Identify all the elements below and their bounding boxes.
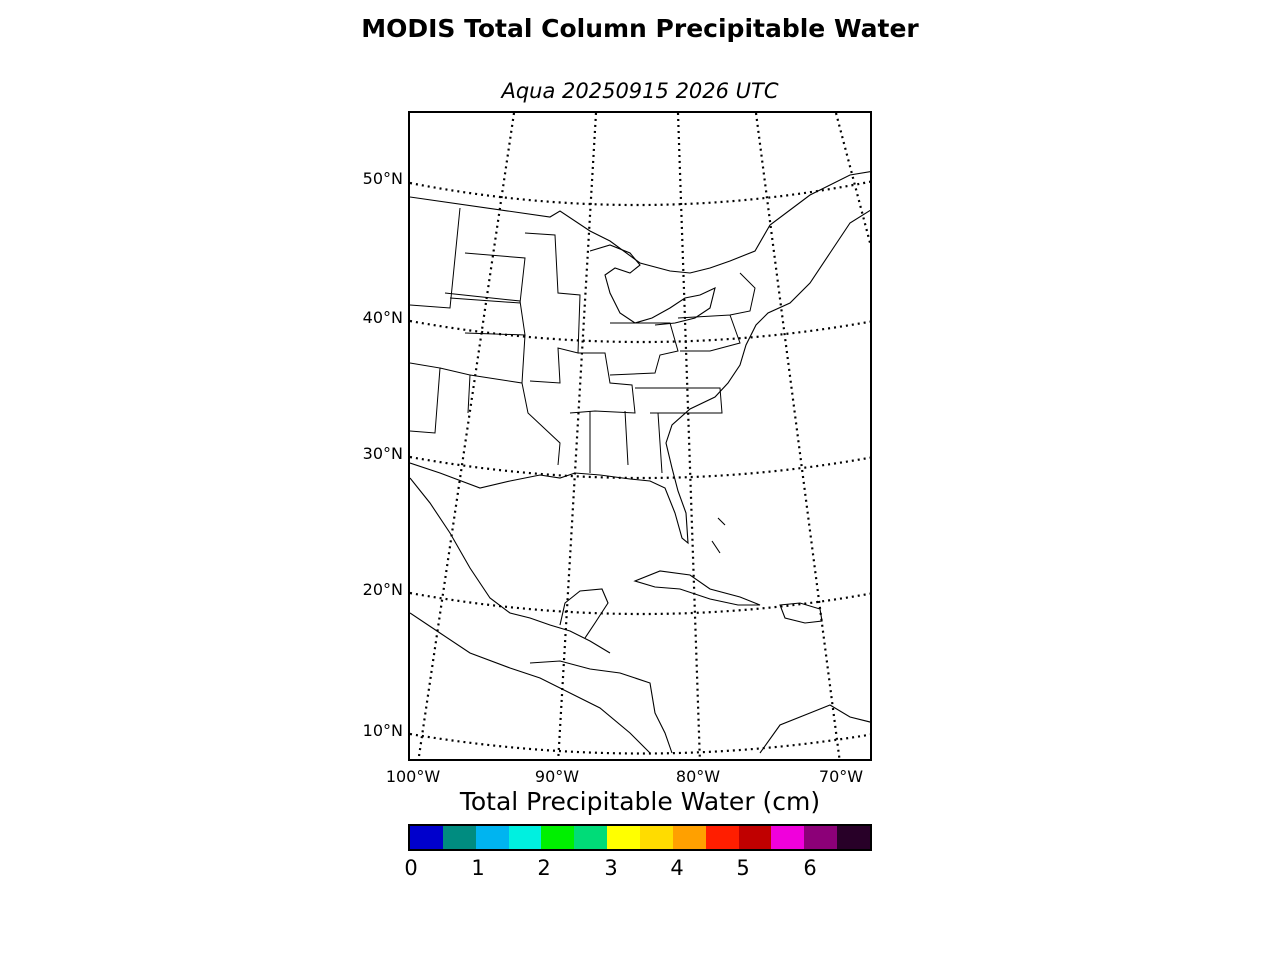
lon-label-80w: 80°W: [675, 767, 721, 786]
us-state-lines-e: [589, 410, 663, 474]
parallel-30n: [410, 455, 870, 480]
parallel-20n: [410, 591, 870, 616]
colorbar-segment-1: [442, 826, 476, 849]
south-america: [759, 704, 870, 754]
colorbar-tick-5: 5: [736, 856, 750, 880]
lat-label-40n: 40°N: [362, 308, 403, 327]
lat-label-10n: 10°N: [362, 721, 403, 740]
us-state-lines-b: [524, 232, 581, 384]
colorbar-segment-2: [475, 826, 509, 849]
lon-label-100w: 100°W: [385, 767, 441, 786]
colorbar-segment-6: [607, 826, 641, 849]
parallel-40n: [410, 319, 870, 344]
us-state-lines-a: [410, 207, 561, 466]
map-panel: [408, 111, 872, 761]
canada-us-border: [410, 171, 870, 274]
colorbar: [408, 824, 872, 851]
lon-label-70w: 70°W: [818, 767, 864, 786]
colorbar-segment-8: [672, 826, 706, 849]
colorbar-segment-9: [705, 826, 739, 849]
central-america: [529, 660, 673, 754]
bahamas: [711, 517, 726, 554]
colorbar-segment-5: [574, 826, 608, 849]
hispaniola: [779, 602, 823, 624]
us-state-lines-c: [569, 352, 636, 414]
chart-subtitle: Aqua 20250915 2026 UTC: [501, 79, 779, 103]
parallel-10n: [410, 732, 870, 755]
mexico-coast: [410, 477, 611, 654]
us-state-lines-g: [410, 362, 471, 434]
lon-label-90w: 90°W: [534, 767, 580, 786]
graticule-meridians: [417, 113, 870, 759]
mexico-west-coast: [410, 612, 651, 754]
gulf-coast: [410, 209, 870, 545]
meridian-60w: [834, 113, 870, 248]
parallel-50n: [410, 180, 870, 207]
colorbar-tick-4: 4: [670, 856, 684, 880]
yucatan: [559, 588, 609, 639]
colorbar-segment-4: [541, 826, 575, 849]
meridian-70w: [754, 113, 841, 759]
colorbar-tick-0: 0: [404, 856, 418, 880]
colorbar-segment-3: [508, 826, 542, 849]
coastlines: [410, 171, 870, 754]
map-canvas: [410, 113, 870, 759]
graticule-parallels: [410, 180, 870, 755]
us-state-lines-f: [677, 272, 756, 352]
colorbar-title: Total Precipitable Water (cm): [459, 787, 821, 816]
lat-label-20n: 20°N: [362, 580, 403, 599]
chart-title: MODIS Total Column Precipitable Water: [361, 14, 919, 43]
lat-label-30n: 30°N: [362, 444, 403, 463]
meridian-90w: [557, 113, 598, 759]
us-state-lines-d: [609, 322, 723, 414]
great-lakes: [589, 244, 716, 326]
colorbar-tick-3: 3: [604, 856, 618, 880]
colorbar-segment-11: [771, 826, 805, 849]
colorbar-segment-10: [738, 826, 772, 849]
cuba: [633, 570, 761, 606]
meridian-80w: [676, 113, 701, 759]
colorbar-tick-2: 2: [537, 856, 551, 880]
colorbar-segment-13: [837, 826, 871, 849]
colorbar-tick-1: 1: [471, 856, 485, 880]
colorbar-segment-7: [640, 826, 673, 849]
lat-label-50n: 50°N: [362, 169, 403, 188]
admin-boundaries: [410, 207, 756, 474]
colorbar-tick-6: 6: [803, 856, 817, 880]
meridian-100w: [417, 113, 516, 759]
colorbar-segment-12: [804, 826, 838, 849]
colorbar-segment-0: [410, 826, 443, 849]
